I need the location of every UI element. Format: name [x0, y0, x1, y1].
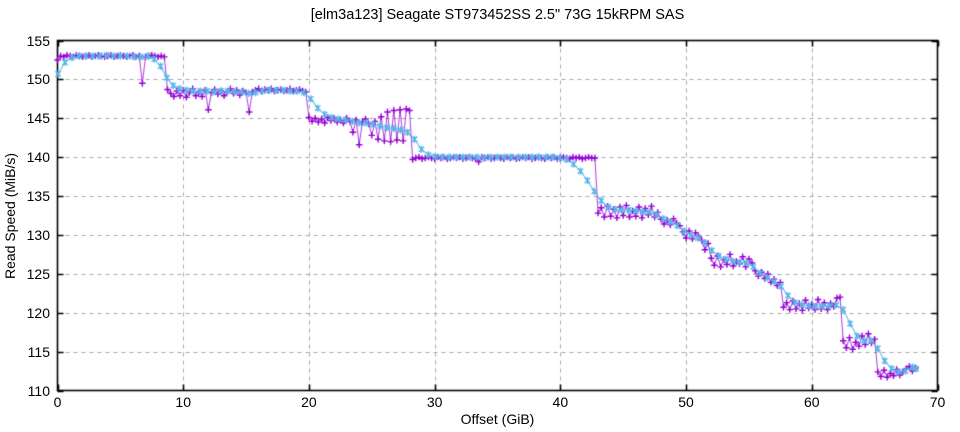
y-tick-label: 130: [26, 226, 50, 243]
x-tick-label: 50: [678, 394, 694, 410]
x-tick-label: 60: [803, 394, 820, 410]
y-tick-label: 120: [26, 304, 50, 321]
chart-title: [elm3a123] Seagate ST973452SS 2.5" 73G 1…: [310, 7, 685, 23]
x-tick-label: 40: [552, 394, 569, 410]
y-axis-label: Read Speed (MiB/s): [2, 152, 18, 280]
x-tick-label: 70: [929, 394, 946, 410]
x-tick-label: 10: [175, 394, 191, 410]
y-tick-label: 155: [26, 32, 50, 49]
y-tick-label: 145: [26, 110, 50, 127]
y-tick-label: 110: [27, 382, 50, 399]
y-tick-label: 135: [26, 188, 50, 205]
x-tick-label: 30: [426, 394, 443, 410]
y-tick-label: 125: [26, 265, 50, 282]
y-tick-label: 115: [27, 343, 50, 360]
x-tick-label: 20: [301, 394, 317, 410]
x-axis-label: Offset (GiB): [460, 411, 535, 427]
y-tick-label: 140: [26, 149, 50, 166]
y-tick-label: 150: [26, 71, 50, 88]
x-tick-label: 0: [53, 394, 62, 410]
